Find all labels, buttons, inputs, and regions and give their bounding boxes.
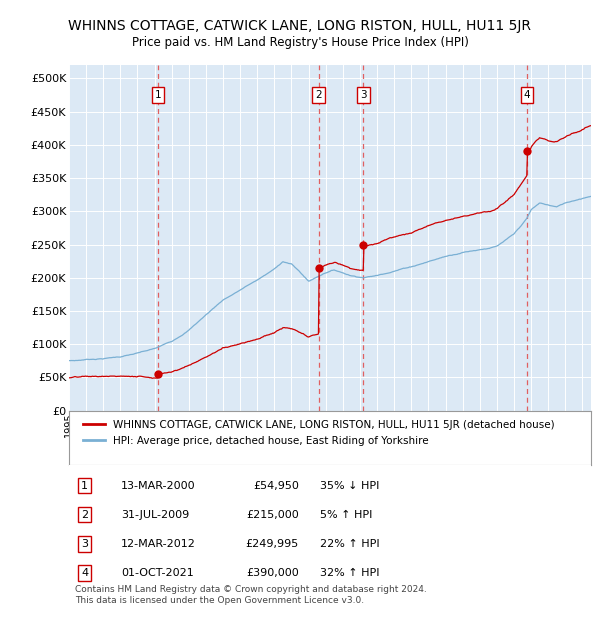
Text: 4: 4 bbox=[81, 568, 88, 578]
Text: 12-MAR-2012: 12-MAR-2012 bbox=[121, 539, 196, 549]
Text: Contains HM Land Registry data © Crown copyright and database right 2024.
This d: Contains HM Land Registry data © Crown c… bbox=[75, 585, 427, 605]
Text: £54,950: £54,950 bbox=[253, 480, 299, 490]
Text: 4: 4 bbox=[524, 90, 530, 100]
Text: 1: 1 bbox=[155, 90, 161, 100]
Text: £390,000: £390,000 bbox=[246, 568, 299, 578]
Text: 31-JUL-2009: 31-JUL-2009 bbox=[121, 510, 190, 520]
Text: £249,995: £249,995 bbox=[245, 539, 299, 549]
Text: 2: 2 bbox=[315, 90, 322, 100]
Text: 1: 1 bbox=[81, 480, 88, 490]
Legend: WHINNS COTTAGE, CATWICK LANE, LONG RISTON, HULL, HU11 5JR (detached house), HPI:: WHINNS COTTAGE, CATWICK LANE, LONG RISTO… bbox=[79, 417, 557, 449]
Text: 35% ↓ HPI: 35% ↓ HPI bbox=[320, 480, 379, 490]
Text: 13-MAR-2000: 13-MAR-2000 bbox=[121, 480, 196, 490]
Text: 22% ↑ HPI: 22% ↑ HPI bbox=[320, 539, 379, 549]
Text: 2: 2 bbox=[81, 510, 88, 520]
Text: 5% ↑ HPI: 5% ↑ HPI bbox=[320, 510, 372, 520]
Text: £215,000: £215,000 bbox=[246, 510, 299, 520]
Text: 01-OCT-2021: 01-OCT-2021 bbox=[121, 568, 194, 578]
Text: 3: 3 bbox=[81, 539, 88, 549]
Text: Price paid vs. HM Land Registry's House Price Index (HPI): Price paid vs. HM Land Registry's House … bbox=[131, 36, 469, 49]
Text: WHINNS COTTAGE, CATWICK LANE, LONG RISTON, HULL, HU11 5JR: WHINNS COTTAGE, CATWICK LANE, LONG RISTO… bbox=[68, 19, 532, 33]
Text: 32% ↑ HPI: 32% ↑ HPI bbox=[320, 568, 379, 578]
Text: 3: 3 bbox=[360, 90, 367, 100]
